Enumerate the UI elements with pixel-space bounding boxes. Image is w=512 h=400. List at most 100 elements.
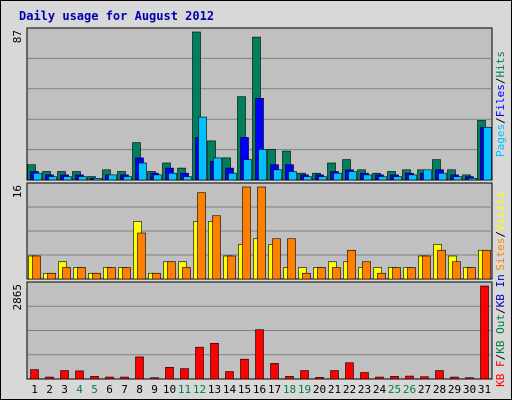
x-tick-label-day-21: 21 [328, 383, 341, 396]
bar-pages-day-16 [258, 149, 267, 181]
bar-pages-day-3 [63, 176, 72, 181]
bar-kb-f-day-24 [375, 376, 384, 380]
bar-sites-day-19 [302, 272, 311, 280]
x-tick-label-day-14: 14 [223, 383, 237, 396]
bar-kb-f-day-19 [300, 370, 309, 380]
bar-sites-day-9 [152, 272, 161, 280]
bar-sites-day-27 [422, 255, 431, 280]
bar-pages-day-1 [33, 172, 42, 181]
legend-item-kb-out: KB Out [494, 314, 507, 354]
bar-sites-day-22 [347, 249, 356, 280]
bar-pages-day-8 [138, 162, 147, 181]
bar-pages-day-22 [348, 171, 357, 181]
bar-pages-day-4 [78, 176, 87, 181]
bar-pages-day-28 [438, 172, 447, 181]
bar-kb-f-day-6 [105, 376, 114, 380]
x-tick-label-day-29: 29 [448, 383, 461, 396]
x-tick-label-day-10: 10 [163, 383, 176, 396]
bar-sites-day-17 [272, 238, 281, 280]
bar-sites-day-11 [182, 267, 191, 280]
x-tick-label-day-13: 13 [208, 383, 221, 396]
bar-sites-day-20 [317, 267, 326, 280]
bar-pages-day-7 [123, 176, 132, 181]
bar-kb-f-day-10 [165, 367, 174, 380]
bar-sites-day-7 [122, 267, 131, 280]
legend-item-hits: Hits [494, 51, 507, 78]
bar-pages-day-10 [168, 172, 177, 181]
bar-pages-day-2 [48, 176, 57, 181]
bar-kb-f-day-29 [450, 376, 459, 380]
x-tick-label-day-23: 23 [358, 383, 371, 396]
bar-sites-day-12 [197, 192, 206, 280]
bar-kb-f-day-17 [270, 363, 279, 380]
x-tick-label-day-26: 26 [403, 383, 416, 396]
bar-pages-day-31 [483, 126, 492, 181]
bar-sites-day-21 [332, 267, 341, 280]
bar-sites-day-18 [287, 238, 296, 280]
bar-sites-day-6 [107, 267, 116, 280]
bar-kb-f-day-28 [435, 370, 444, 380]
x-tick-label-day-17: 17 [268, 383, 281, 396]
bar-kb-f-day-21 [330, 370, 339, 380]
bar-kb-f-day-18 [285, 376, 294, 380]
x-tick-label-day-6: 6 [106, 383, 113, 396]
bar-sites-day-28 [437, 249, 446, 280]
x-tick-label-day-19: 19 [298, 383, 311, 396]
x-tick-label-day-31: 31 [478, 383, 491, 396]
bar-pages-day-5 [93, 177, 102, 181]
x-tick-label-day-4: 4 [76, 383, 83, 396]
bar-kb-f-day-16 [255, 329, 264, 380]
panel-hits-files-pages-ymax-label: 87 [11, 30, 24, 43]
legend-separator: / [494, 78, 507, 85]
bar-kb-f-day-27 [420, 376, 429, 380]
bar-pages-day-25 [393, 176, 402, 181]
x-tick-label-day-7: 7 [121, 383, 128, 396]
bar-pages-day-18 [288, 171, 297, 181]
bar-sites-day-4 [77, 267, 86, 280]
legend-separator: / [494, 354, 507, 361]
legend-item-kb-in: KB In [494, 274, 507, 307]
bar-sites-day-24 [377, 272, 386, 280]
bar-sites-day-31 [482, 249, 491, 280]
bar-sites-day-13 [212, 215, 221, 280]
bar-pages-day-9 [153, 174, 162, 181]
bar-sites-day-30 [467, 267, 476, 280]
bar-pages-day-14 [228, 172, 237, 181]
bar-kb-f-day-5 [90, 376, 99, 380]
legend-item-kb-f: KB F [494, 360, 507, 387]
x-tick-label-day-27: 27 [418, 383, 431, 396]
bar-kb-f-day-14 [225, 371, 234, 380]
x-tick-label-day-24: 24 [373, 383, 387, 396]
bar-kb-f-day-30 [465, 377, 474, 380]
panel-kb-ymax-label: 2865 [11, 284, 24, 311]
bar-pages-day-26 [408, 174, 417, 181]
bar-sites-day-15 [242, 186, 251, 280]
bar-sites-day-5 [92, 272, 101, 280]
legend-item-visits: Visits [494, 191, 507, 231]
legend-item-files: Files [494, 84, 507, 117]
x-tick-label-day-18: 18 [283, 383, 296, 396]
bar-pages-day-24 [378, 176, 387, 181]
bar-pages-day-19 [303, 176, 312, 181]
bar-kb-f-day-23 [360, 372, 369, 380]
bar-sites-day-23 [362, 261, 371, 280]
panel-visits-sites-ymax-label: 16 [11, 185, 24, 198]
bar-pages-day-20 [318, 176, 327, 181]
bar-sites-day-2 [47, 272, 56, 280]
bar-kb-f-day-31 [480, 285, 489, 380]
x-tick-label-day-3: 3 [61, 383, 68, 396]
bar-kb-f-day-15 [240, 358, 249, 380]
bar-kb-f-day-8 [135, 356, 144, 380]
bar-sites-day-16 [257, 186, 266, 280]
x-tick-label-day-20: 20 [313, 383, 326, 396]
panel-hits-files-pages-legend: Pages/Files/Hits [494, 51, 507, 157]
bar-pages-day-12 [198, 116, 207, 181]
x-tick-label-day-11: 11 [178, 383, 191, 396]
bar-kb-f-day-7 [120, 376, 129, 380]
x-tick-label-day-2: 2 [46, 383, 53, 396]
bar-kb-f-day-25 [390, 376, 399, 380]
panel-kb-legend: KB F/KB Out/KB In [494, 274, 507, 387]
bar-sites-day-29 [452, 261, 461, 280]
bar-pages-day-17 [273, 169, 282, 181]
